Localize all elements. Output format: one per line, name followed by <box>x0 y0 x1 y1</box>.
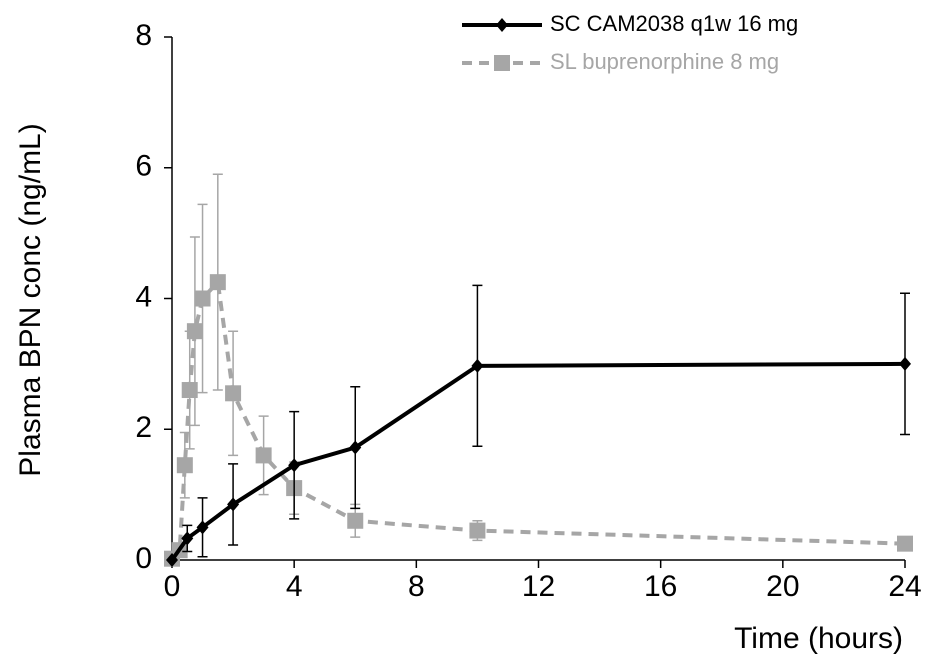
marker <box>209 274 226 291</box>
marker <box>897 535 913 552</box>
marker <box>471 358 484 373</box>
x-tick-label: 0 <box>164 570 181 603</box>
marker <box>194 290 211 307</box>
marker <box>255 447 272 464</box>
legend-label: SL buprenorphine 8 mg <box>550 49 779 74</box>
series-line <box>170 277 906 561</box>
x-tick-label: 20 <box>766 570 799 603</box>
marker <box>181 531 194 546</box>
marker <box>349 440 362 455</box>
x-axis-label: Time (hours) <box>734 622 903 655</box>
x-tick-label: 24 <box>888 570 921 603</box>
marker <box>899 356 911 371</box>
legend-label: SC CAM2038 q1w 16 mg <box>550 11 798 36</box>
marker <box>176 457 193 474</box>
marker <box>181 382 198 399</box>
marker <box>469 522 486 539</box>
marker <box>225 385 242 402</box>
marker <box>186 323 203 340</box>
marker <box>288 458 301 473</box>
x-tick-label: 4 <box>286 570 303 603</box>
y-tick-label: 2 <box>135 411 152 444</box>
x-tick-label: 16 <box>644 570 677 603</box>
x-tick-label: 12 <box>522 570 555 603</box>
y-tick-label: 8 <box>135 19 152 52</box>
marker <box>196 520 209 535</box>
marker <box>347 512 364 529</box>
marker <box>166 553 178 567</box>
y-tick-label: 4 <box>135 280 152 313</box>
y-tick-label: 6 <box>135 150 152 183</box>
marker <box>227 497 240 512</box>
y-tick-label: 0 <box>135 542 152 575</box>
x-tick-label: 8 <box>408 570 425 603</box>
y-axis-label: Plasma BPN conc (ng/mL) <box>14 123 47 476</box>
legend-marker <box>496 18 508 32</box>
legend-marker <box>494 55 510 71</box>
